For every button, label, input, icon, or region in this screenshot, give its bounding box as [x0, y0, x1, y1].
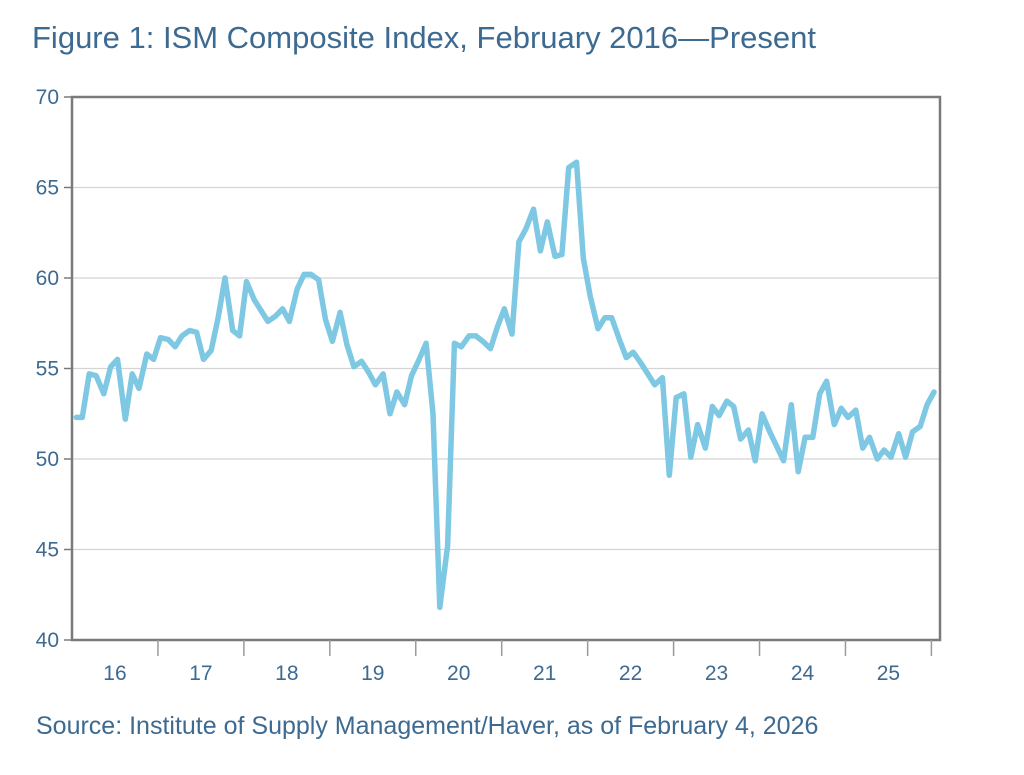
axes: 40 45 50 55 60 65 70 16 17 18 19 20 21 22 23 24 25 — [36, 86, 933, 685]
x-tick-label: 18 — [275, 662, 298, 685]
x-tick-label: 19 — [361, 662, 384, 685]
y-tick-label: 70 — [36, 86, 59, 109]
series-line-0 — [73, 159, 937, 611]
x-tick-label: 23 — [705, 662, 728, 685]
source-note: Source: Institute of Supply Management/H… — [36, 712, 819, 740]
x-tick-label: 25 — [877, 662, 900, 685]
gridlines — [72, 186, 940, 551]
x-tick-label: 24 — [791, 662, 815, 685]
x-tick-label: 20 — [447, 662, 470, 685]
y-tick-label: 65 — [36, 177, 59, 200]
y-tick-label: 45 — [36, 539, 59, 562]
y-tick-label: 40 — [36, 629, 59, 652]
series-layer — [73, 159, 937, 611]
chart-title: Figure 1: ISM Composite Index, February … — [32, 20, 816, 55]
x-tick-label: 17 — [189, 662, 212, 685]
x-tick-label: 16 — [103, 662, 126, 685]
y-tick-label: 55 — [36, 358, 59, 381]
y-tick-label: 50 — [36, 448, 59, 471]
x-tick-label: 21 — [533, 662, 556, 685]
y-tick-label: 60 — [36, 267, 59, 290]
x-tick-label: 22 — [619, 662, 642, 685]
